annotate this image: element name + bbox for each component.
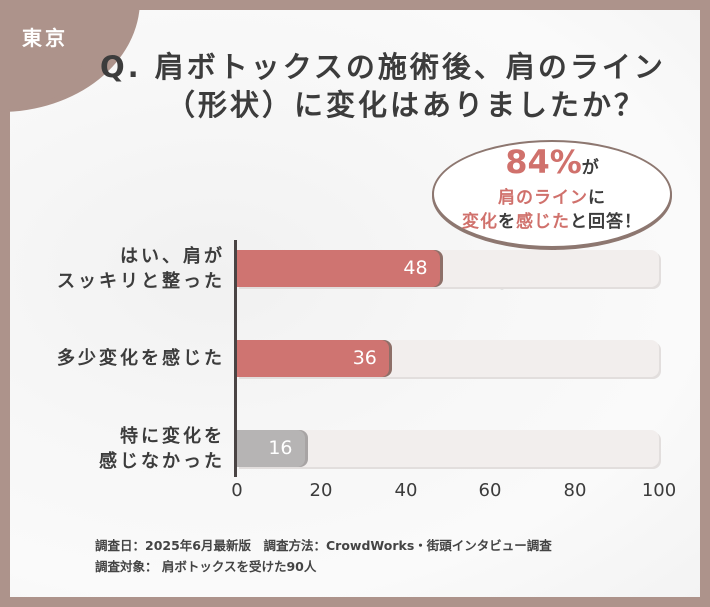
survey-info-line-2: 調査対象： 肩ボトックスを受けた90人 <box>95 559 317 574</box>
callout-percent: 84% <box>505 143 582 181</box>
category-3-line-2: 感じなかった <box>99 451 225 472</box>
category-label-2: 多少変化を感じた <box>57 346 225 371</box>
chart-panel <box>10 10 700 597</box>
bar-some-change: 36 <box>237 340 389 377</box>
bar-track-3 <box>237 430 659 467</box>
callout-line2-accent: 肩のライン <box>498 188 588 208</box>
callout-ga: が <box>581 158 599 178</box>
y-axis-line <box>234 240 237 477</box>
x-tick-40: 40 <box>394 480 418 501</box>
callout-line3-c: 感じた <box>516 212 570 232</box>
callout-line3-a: 変化 <box>462 212 498 232</box>
chart-title: Q. 肩ボトックスの施術後、肩のライン （形状）に変化はありましたか？ <box>100 48 700 124</box>
bar-no-change: 16 <box>237 430 305 467</box>
x-tick-100: 100 <box>641 480 677 501</box>
callout-line2-rest: に <box>588 188 606 208</box>
category-2-line-1: 多少変化を感じた <box>57 348 225 369</box>
callout-line3-b: を <box>498 212 516 232</box>
survey-info-line-1: 調査日：2025年6月最新版 調査方法：CrowdWorks・街頭インタビュー調… <box>95 538 552 553</box>
category-1-line-1: はい、肩が <box>120 246 225 267</box>
x-tick-20: 20 <box>309 480 333 501</box>
title-line-1: Q. 肩ボトックスの施術後、肩のライン <box>100 50 666 84</box>
category-label-1: はい、肩が スッキリと整った <box>57 244 225 294</box>
title-line-2: （形状）に変化はありましたか？ <box>166 88 647 122</box>
category-label-3: 特に変化を 感じなかった <box>99 424 225 474</box>
callout-line3-d: と回答！ <box>570 212 642 232</box>
category-3-line-1: 特に変化を <box>120 426 225 447</box>
callout-bubble: 84%が 肩のラインに 変化を感じたと回答！ <box>432 140 672 248</box>
city-badge: 東京 <box>22 26 68 50</box>
x-tick-0: 0 <box>231 480 243 501</box>
x-tick-80: 80 <box>563 480 587 501</box>
category-1-line-2: スッキリと整った <box>57 271 225 292</box>
bar-yes-cleaner: 48 <box>237 250 440 287</box>
x-tick-60: 60 <box>478 480 502 501</box>
